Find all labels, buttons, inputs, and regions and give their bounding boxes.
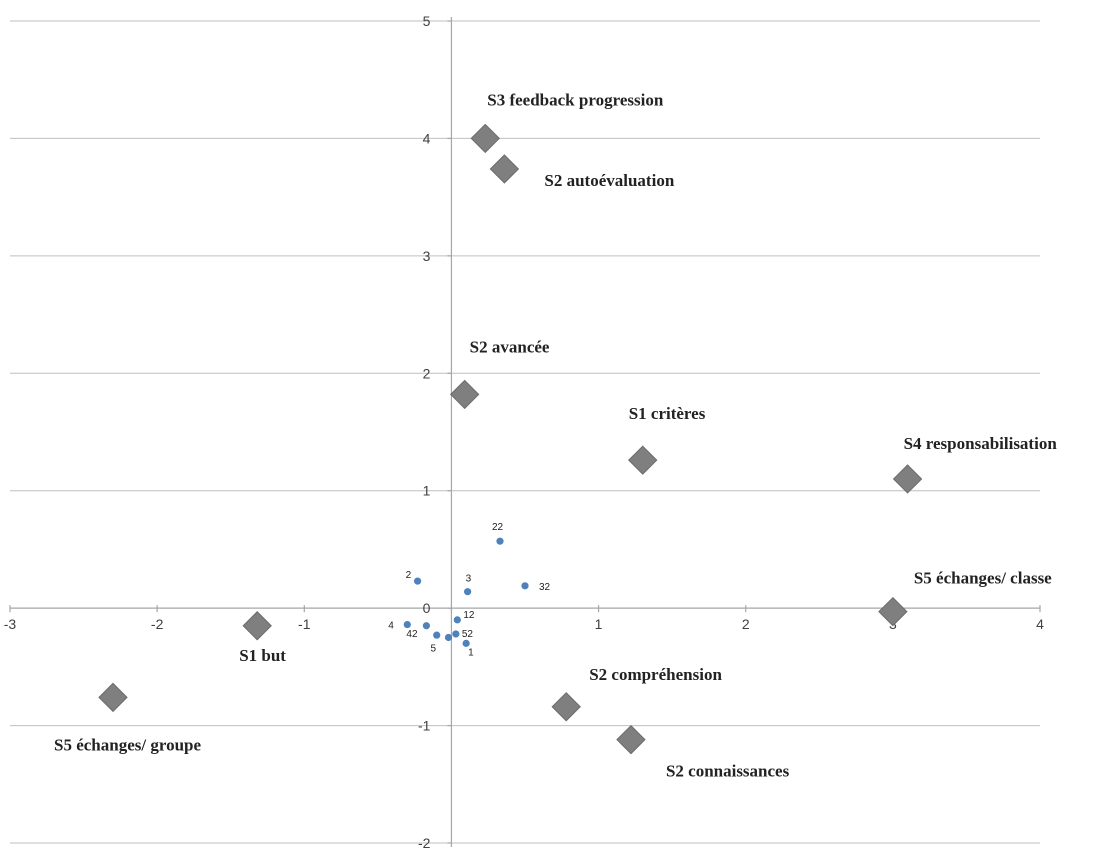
y-tick-label: 1: [423, 483, 431, 499]
x-tick-label: -2: [151, 616, 164, 632]
y-tick-label: -1: [418, 718, 431, 734]
diamond-point: [98, 682, 128, 713]
diamond-point: [242, 611, 272, 641]
circle-point-label: 2: [406, 570, 412, 581]
point-labels: S3 feedback progression S2 autoévaluation…: [54, 90, 1057, 780]
circle-point: [444, 633, 453, 642]
y-tick-label: 3: [423, 248, 431, 264]
circle-point-label: 42: [406, 629, 418, 640]
diamond-point-label: S1 critères: [629, 404, 706, 423]
x-tick-label: -3: [4, 616, 17, 632]
diamond-point: [551, 692, 581, 722]
diamond-point: [489, 154, 520, 184]
diamond-point-label: S4 responsabilisation: [904, 434, 1058, 453]
diamond-point-label: S3 feedback progression: [487, 90, 664, 109]
diamond-point-label: S2 compréhension: [589, 665, 722, 684]
diamond-point-label: S2 avancée: [470, 337, 550, 356]
diamond-point-label: S2 connaissances: [666, 762, 790, 781]
data-points: [98, 123, 923, 755]
circle-point: [464, 588, 472, 596]
axes: [9, 17, 1041, 847]
diamond-point-label: S5 échanges/ groupe: [54, 735, 201, 754]
circle-point-label: 1: [468, 647, 474, 658]
grid-lines: [10, 20, 1040, 844]
diamond-point-label: S5 échanges/ classe: [914, 569, 1052, 588]
y-tick-label: 5: [423, 13, 431, 29]
diamond-point: [470, 123, 500, 154]
diamond-point: [449, 379, 480, 410]
circle-point: [433, 631, 441, 639]
y-tick-label: -2: [418, 835, 431, 849]
diamond-point-label: S2 autoévaluation: [544, 171, 674, 190]
x-tick-label: 2: [742, 616, 750, 632]
diamond-point: [892, 464, 923, 494]
x-tick-label: 1: [595, 616, 603, 632]
y-tick-label: 2: [423, 365, 431, 381]
circle-point-label: 52: [462, 629, 474, 640]
circle-point-label: 5: [430, 644, 436, 655]
circle-point: [521, 582, 529, 590]
y-tick-label: 0: [423, 600, 431, 616]
diamond-point: [628, 445, 658, 475]
circle-point-label: 22: [492, 522, 504, 533]
circle-point: [403, 620, 411, 629]
circle-point: [422, 622, 431, 630]
circle-point-label: 12: [463, 610, 475, 621]
x-tick-label: -1: [298, 616, 311, 632]
circle-point: [462, 639, 470, 647]
circle-point: [453, 616, 461, 624]
circle-point: [413, 577, 422, 585]
circle-point-label: 3: [466, 574, 472, 585]
diamond-point: [878, 596, 908, 627]
diamond-point-label: S1 but: [239, 646, 286, 665]
diamond-point: [616, 724, 646, 755]
y-tick-label: 4: [423, 130, 431, 146]
circle-point: [452, 630, 460, 638]
circle-point: [496, 537, 504, 545]
x-tick-label: 4: [1036, 616, 1044, 632]
circle-point-label: 32: [539, 582, 551, 593]
circle-point-label: 4: [388, 621, 394, 632]
